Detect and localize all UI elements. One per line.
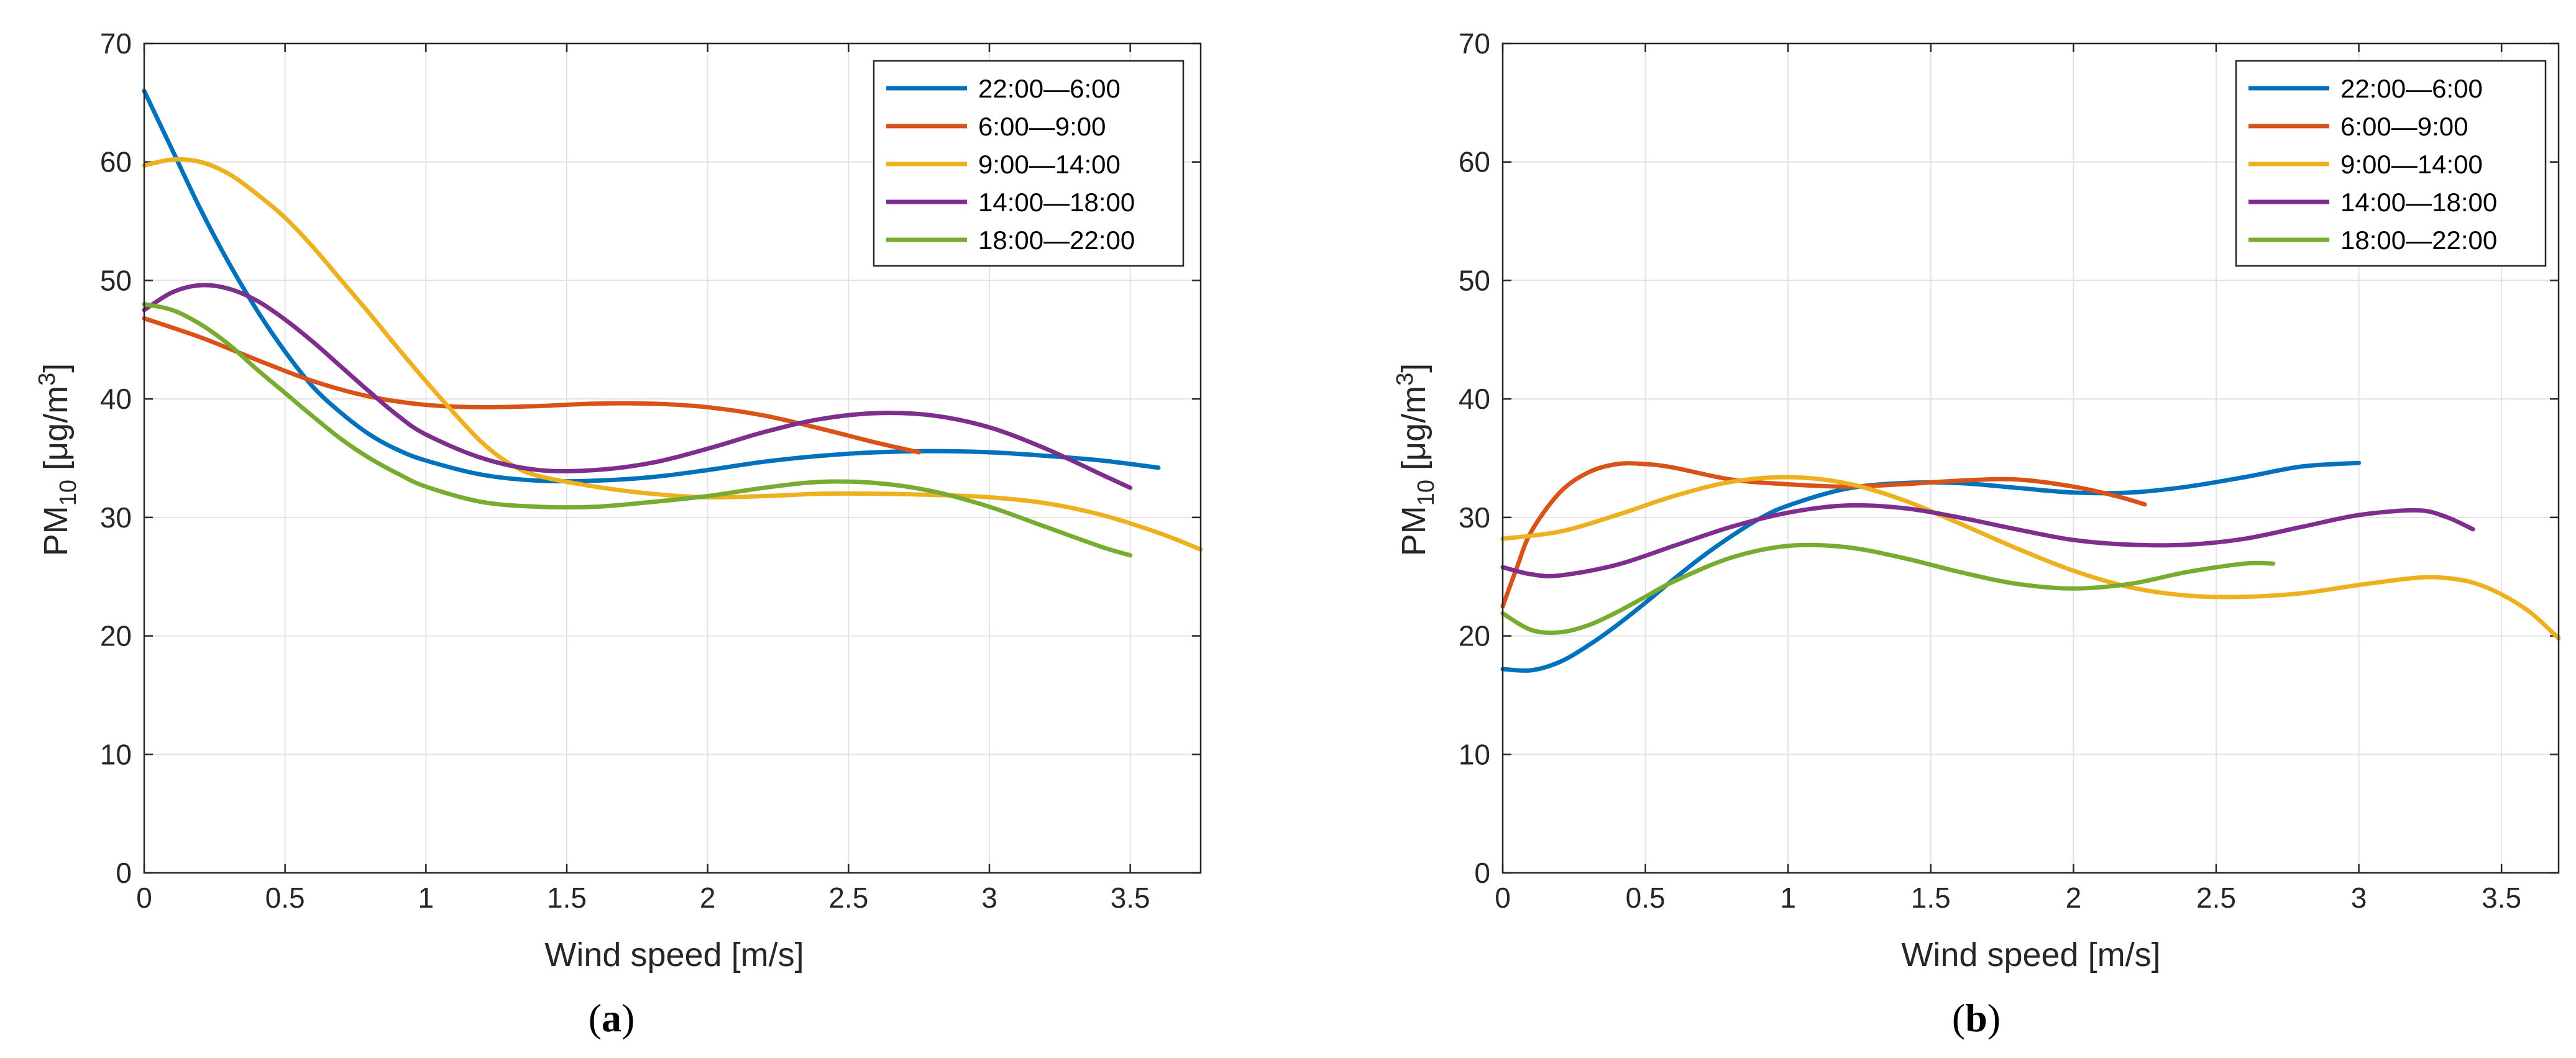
x-tick-label: 0.5 [265, 882, 305, 914]
y-tick-label: 40 [1459, 383, 1490, 415]
x-tick-label: 0 [136, 882, 152, 914]
series-line [1500, 503, 2475, 578]
series-line [142, 283, 1133, 490]
x-tick-label: 0.5 [1626, 882, 1666, 914]
legend-entry: 6:00—9:00 [2340, 112, 2468, 141]
x-tick-label: 2.5 [828, 882, 868, 914]
y-tick-label: 20 [100, 620, 132, 652]
legend-entry: 9:00—14:00 [2340, 150, 2483, 179]
y-tick-label: 70 [1459, 27, 1490, 60]
y-axis-label: PM10 [μg/m3] [34, 363, 81, 557]
y-tick-label: 30 [1459, 501, 1490, 534]
y-tick-label: 60 [1459, 146, 1490, 178]
chart-b: 0 0.5 1 1.5 2 2.5 3 3.5 0 10 20 30 40 50 60 70 Wind spee… [1392, 27, 2561, 1040]
legend: 22:00—6:00 6:00—9:00 9:00—14:00 14:00—18:00… [873, 60, 1185, 267]
y-axis-label: PM10 [μg/m3] [1392, 363, 1439, 557]
x-tick-label: 0 [1495, 882, 1511, 914]
x-tick-label: 1 [418, 882, 434, 914]
legend-entry: 18:00—22:00 [978, 226, 1135, 255]
series-line [1500, 475, 2561, 641]
x-tick-label: 2 [700, 882, 716, 914]
x-tick-label: 3.5 [2482, 882, 2521, 914]
x-tick-label: 3.5 [1111, 882, 1150, 914]
series-line [1500, 542, 2276, 636]
legend-entry: 22:00—6:00 [2340, 74, 2483, 103]
legend: 22:00—6:00 6:00—9:00 9:00—14:00 14:00—18:00… [2235, 60, 2547, 267]
legend-entry: 18:00—22:00 [2340, 226, 2497, 255]
series-line [142, 88, 1161, 484]
y-tick-label: 70 [100, 27, 132, 60]
y-tick-label: 60 [100, 146, 132, 178]
y-tick-label: 20 [1459, 620, 1490, 652]
x-axis-label: Wind speed [m/s] [1901, 936, 2160, 974]
y-tick-label: 0 [116, 857, 132, 889]
legend-entry: 9:00—14:00 [978, 150, 1121, 179]
legend-entry: 22:00—6:00 [978, 74, 1121, 103]
series-line [1500, 460, 2362, 673]
series-line [1500, 461, 2147, 609]
x-tick-label: 2.5 [2196, 882, 2236, 914]
x-tick-label: 1.5 [1911, 882, 1951, 914]
y-tick-label: 40 [100, 383, 132, 415]
legend-entry: 14:00—18:00 [978, 188, 1135, 217]
y-tick-label: 50 [1459, 264, 1490, 296]
x-tick-label: 3 [981, 882, 997, 914]
y-tick-label: 30 [100, 501, 132, 534]
panel-label: (b) [1952, 996, 2001, 1040]
y-tick-label: 10 [100, 738, 132, 770]
x-axis-label: Wind speed [m/s] [544, 936, 804, 974]
y-tick-label: 10 [1459, 738, 1490, 770]
y-tick-label: 0 [1474, 857, 1490, 889]
series-line [142, 302, 1133, 558]
panel-label: (a) [589, 996, 635, 1040]
chart-a: 0 0.5 1 1.5 2 2.5 3 3.5 0 10 20 30 40 50 60 70 Wind spee… [34, 27, 1203, 1040]
legend-entry: 6:00—9:00 [978, 112, 1106, 141]
axes-frame [1501, 42, 2560, 874]
legend-entry: 14:00—18:00 [2340, 188, 2497, 217]
x-tick-label: 2 [2066, 882, 2082, 914]
x-tick-label: 1.5 [547, 882, 587, 914]
y-tick-label: 50 [100, 264, 132, 296]
x-tick-label: 1 [1780, 882, 1796, 914]
series-line [142, 157, 1203, 552]
axes-frame [143, 42, 1202, 874]
x-tick-label: 3 [2351, 882, 2367, 914]
